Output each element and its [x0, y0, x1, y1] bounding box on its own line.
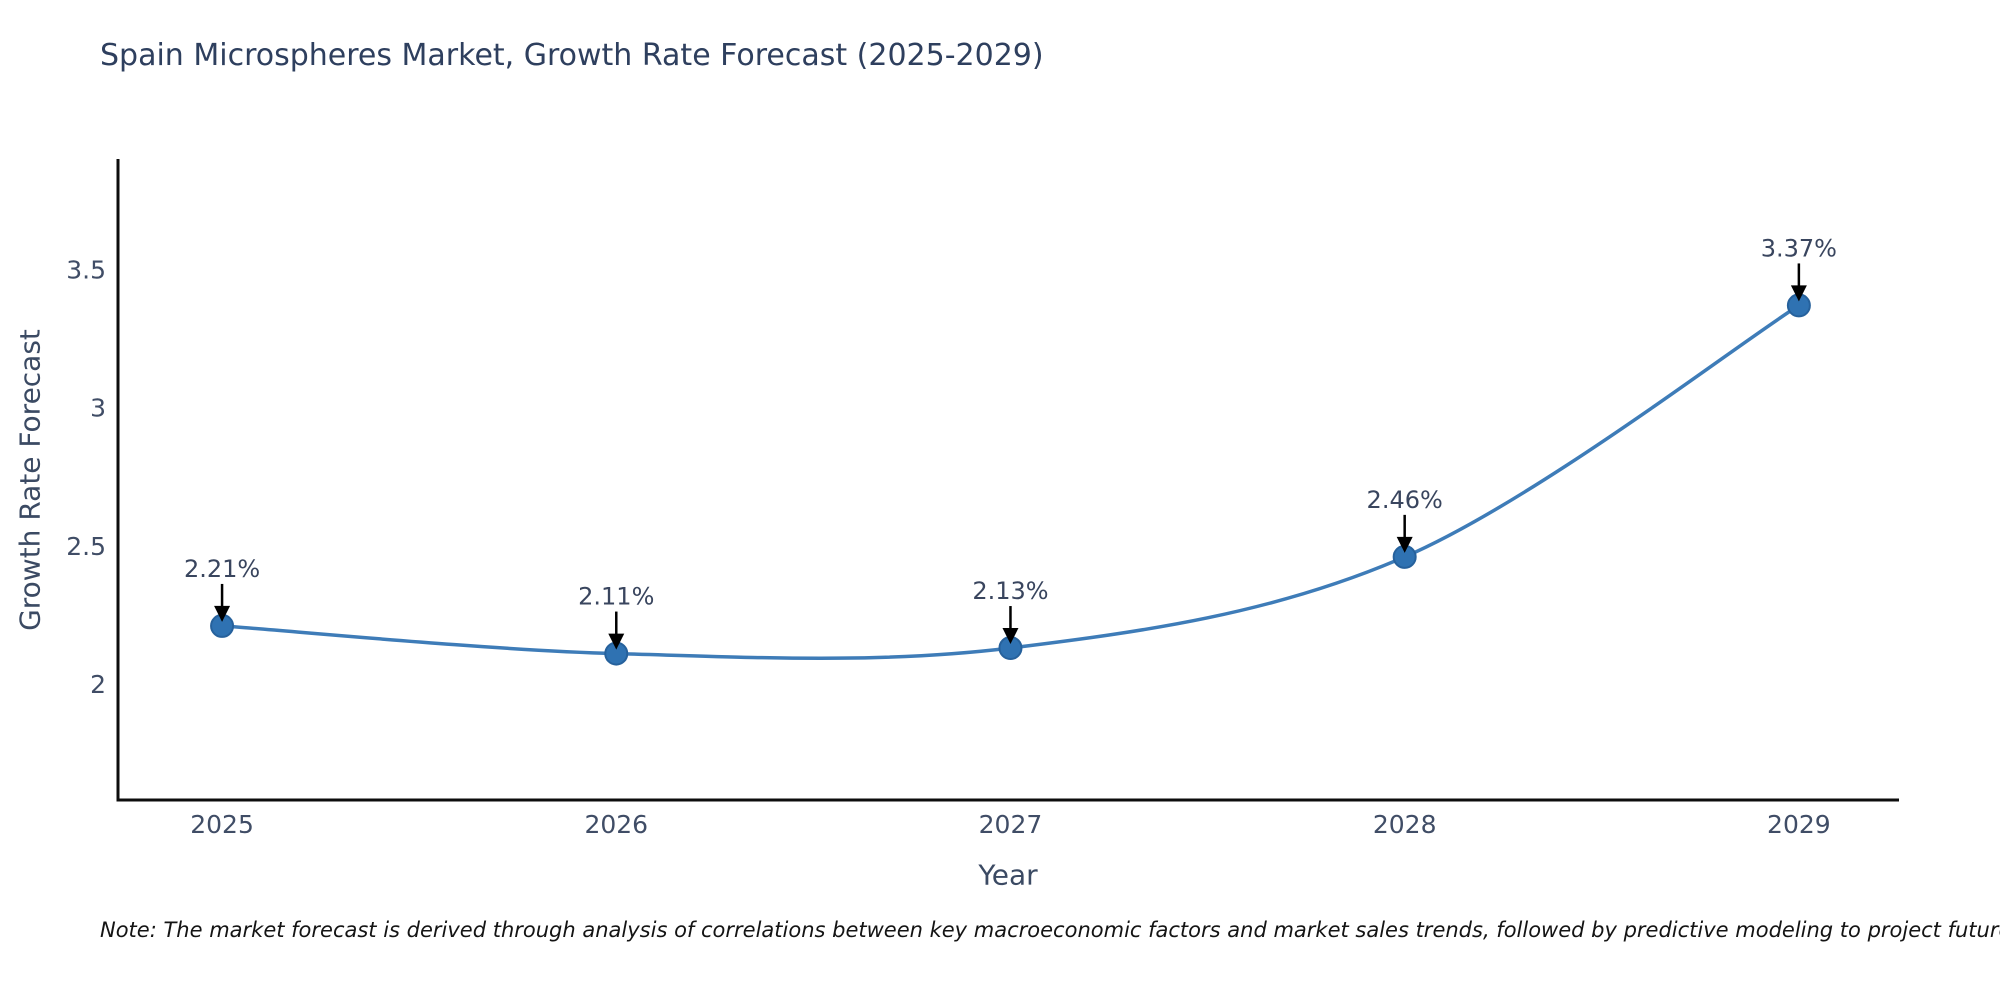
trend-line	[221, 303, 1800, 660]
x-tick-label: 2028	[1373, 810, 1437, 839]
data-point-label: 2.13%	[972, 577, 1048, 605]
annotation-arrowhead	[214, 605, 231, 622]
y-tick-label: 2	[90, 670, 106, 699]
y-tick-label: 3.5	[66, 256, 106, 285]
x-tick-label: 2025	[190, 810, 254, 839]
data-point-label: 2.21%	[184, 555, 260, 583]
y-axis-title: Growth Rate Forecast	[13, 329, 47, 631]
chart-title: Spain Microspheres Market, Growth Rate F…	[100, 38, 1044, 73]
y-tick-label: 3	[90, 394, 106, 423]
annotation-arrowhead	[1396, 536, 1413, 553]
footnote-text: Note: The market forecast is derived thr…	[100, 918, 2000, 942]
data-point-label: 2.46%	[1367, 486, 1443, 514]
data-point-label: 2.11%	[578, 583, 654, 611]
x-tick-label: 2027	[979, 810, 1043, 839]
x-tick-label: 2029	[1767, 810, 1831, 839]
y-tick-label: 2.5	[66, 532, 106, 561]
x-tick-label: 2026	[584, 810, 648, 839]
annotation-arrowhead	[608, 633, 625, 650]
annotation-arrowhead	[1790, 285, 1807, 302]
x-axis-title: Year	[978, 858, 1038, 892]
data-point-label: 3.37%	[1761, 234, 1837, 262]
annotation-arrowhead	[1002, 628, 1019, 645]
